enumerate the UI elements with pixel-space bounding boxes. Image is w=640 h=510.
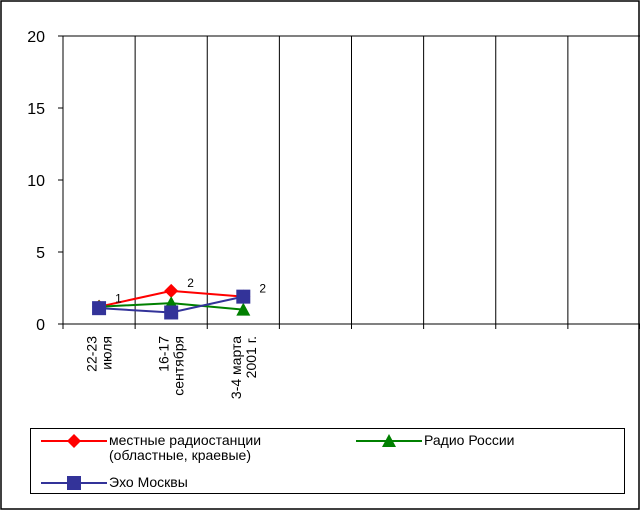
y-tick-label: 5 — [36, 245, 45, 262]
legend-label: Эхо Москвы — [109, 474, 188, 490]
legend-swatch — [356, 434, 422, 447]
data-label: 1 — [115, 292, 122, 306]
legend-item: местные радиостанции (областные, краевые… — [39, 433, 319, 463]
data-point — [92, 301, 107, 316]
y-tick-label: 10 — [27, 173, 45, 190]
x-tick-label: 16-17сентября — [156, 336, 187, 396]
data-label: 2 — [187, 276, 194, 290]
legend-marker — [67, 476, 81, 490]
data-point — [236, 302, 251, 316]
legend-label: местные радиостанции (областные, краевые… — [109, 432, 262, 463]
legend: местные радиостанции (областные, краевые… — [30, 428, 625, 494]
legend-label: Радио России — [424, 432, 515, 448]
data-point — [164, 283, 179, 298]
y-tick-label: 0 — [36, 317, 45, 334]
legend-swatch — [41, 476, 107, 490]
y-tick-label: 20 — [27, 29, 45, 46]
legend-swatch — [41, 434, 107, 448]
data-label: 2 — [259, 282, 266, 296]
legend-item: Радио России — [354, 433, 634, 449]
legend-marker — [67, 434, 81, 448]
legend-item: Эхо Москвы — [39, 475, 319, 491]
y-tick-label: 15 — [27, 101, 45, 118]
data-point — [164, 305, 179, 320]
legend-marker — [382, 434, 396, 447]
x-tick-label: 22-23июля — [84, 336, 115, 372]
data-point — [236, 289, 251, 304]
x-tick-label: 3-4 марта2001 г. — [228, 336, 259, 399]
